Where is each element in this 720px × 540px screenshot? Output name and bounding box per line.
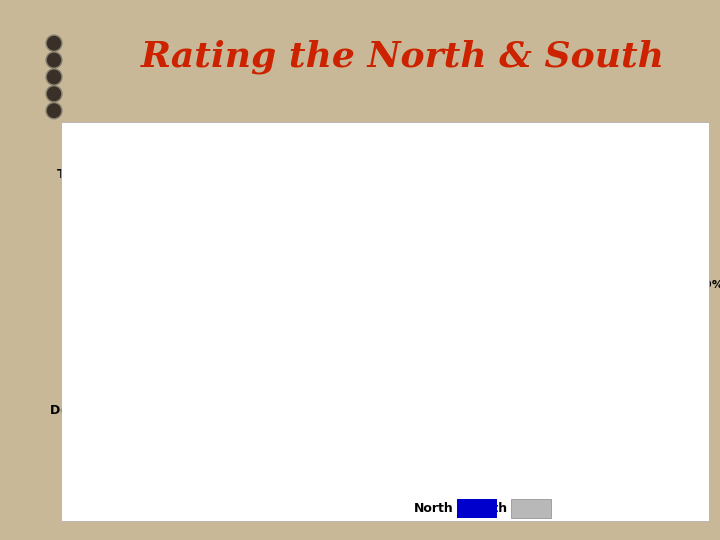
Text: 86%: 86% — [614, 253, 641, 263]
Text: 71%: 71% — [539, 397, 565, 408]
Text: 71%: 71% — [539, 174, 565, 184]
Text: 14%: 14% — [251, 240, 278, 250]
Ellipse shape — [46, 69, 62, 85]
Bar — [176, 160, 323, 173]
Bar — [176, 448, 539, 461]
Text: 29%: 29% — [327, 410, 354, 420]
Text: 19%: 19% — [276, 201, 303, 211]
Bar — [511, 499, 551, 518]
Bar — [176, 330, 539, 343]
Text: 81%: 81% — [589, 213, 616, 224]
Text: 29%: 29% — [327, 161, 354, 171]
Bar — [176, 278, 680, 291]
Text: 72%: 72% — [544, 371, 570, 381]
Bar — [176, 357, 318, 369]
Ellipse shape — [46, 35, 62, 51]
Bar — [176, 199, 272, 212]
Bar — [61, 122, 709, 521]
Text: Rating the North & South: Rating the North & South — [141, 39, 665, 74]
X-axis label: Percent: Percent — [398, 505, 459, 519]
Ellipse shape — [46, 103, 62, 119]
Bar — [176, 409, 323, 422]
Text: South: South — [467, 502, 508, 515]
Text: 72%: 72% — [544, 332, 570, 341]
Bar — [176, 396, 534, 409]
Bar — [176, 436, 318, 448]
Bar — [176, 173, 534, 185]
Bar — [457, 499, 497, 518]
Text: 99.9%: 99.9% — [684, 280, 720, 289]
Bar — [176, 252, 610, 264]
Text: 72%: 72% — [544, 450, 570, 460]
Bar — [176, 369, 539, 382]
Text: 28%: 28% — [322, 358, 348, 368]
Text: 0.1%: 0.1% — [181, 292, 212, 302]
Ellipse shape — [46, 52, 62, 68]
Text: 28%: 28% — [322, 319, 348, 329]
Bar — [176, 318, 318, 330]
Bar — [176, 212, 585, 225]
Bar — [176, 239, 247, 252]
Text: North: North — [414, 502, 454, 515]
Ellipse shape — [46, 86, 62, 102]
Text: 28%: 28% — [322, 437, 348, 447]
